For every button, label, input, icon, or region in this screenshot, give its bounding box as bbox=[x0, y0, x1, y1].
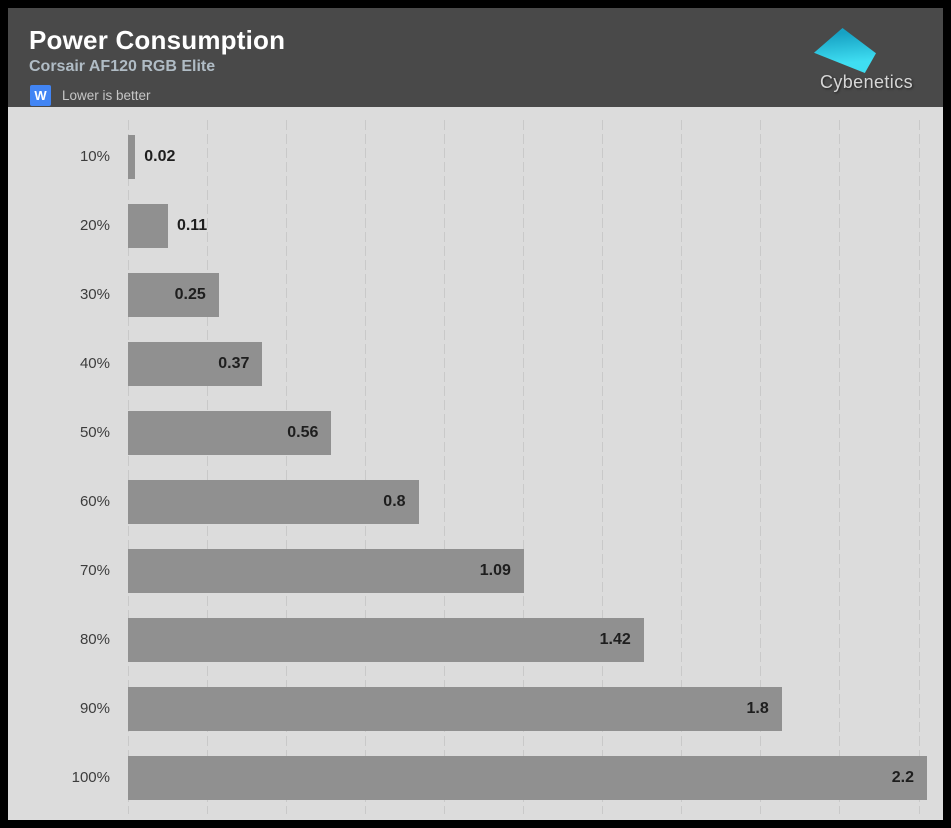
bar bbox=[128, 548, 524, 593]
page-title: Power Consumption bbox=[29, 25, 286, 55]
category-label: 20% bbox=[79, 216, 110, 234]
bar bbox=[128, 479, 419, 524]
bar bbox=[128, 686, 782, 731]
bar bbox=[128, 341, 263, 386]
category-label: 40% bbox=[79, 354, 110, 372]
chart-row: 50% 0.56 bbox=[8, 410, 943, 455]
chart-plot-area: 10% 0.02 20% 0.11 30% 0.25 40% 0.37 50% 0.56 60% 0.… bbox=[8, 107, 943, 820]
chart-subtitle: Corsair AF120 RGB Elite bbox=[29, 58, 216, 75]
gridline bbox=[918, 120, 920, 814]
chart-row: 70% 1.09 bbox=[8, 548, 943, 593]
category-label: 90% bbox=[79, 699, 110, 717]
value-label: 0.11 bbox=[176, 216, 208, 234]
gridline bbox=[760, 120, 762, 814]
value-label: 0.8 bbox=[383, 492, 406, 510]
gridline bbox=[681, 120, 683, 814]
chart-row: 40% 0.37 bbox=[8, 341, 943, 386]
unit-badge: W bbox=[30, 85, 51, 106]
value-label: 1.8 bbox=[746, 699, 769, 717]
bar bbox=[128, 134, 136, 179]
value-label: 2.2 bbox=[891, 768, 915, 786]
note-row: W Lower is better bbox=[30, 85, 151, 106]
cybenetics-logo: Cybenetics bbox=[804, 22, 929, 97]
value-label: 1.42 bbox=[599, 630, 631, 648]
gridline bbox=[207, 120, 209, 814]
bar bbox=[128, 272, 219, 317]
lower-is-better-note: Lower is better bbox=[62, 88, 151, 103]
gridline bbox=[523, 120, 525, 814]
bar bbox=[128, 755, 928, 800]
category-label: 30% bbox=[79, 285, 110, 303]
value-label: 0.37 bbox=[218, 354, 250, 372]
gridline bbox=[286, 120, 288, 814]
value-label: 0.02 bbox=[144, 147, 176, 165]
bar bbox=[128, 203, 168, 248]
gridline bbox=[839, 120, 841, 814]
category-label: 10% bbox=[79, 147, 110, 165]
value-label: 1.09 bbox=[479, 561, 511, 579]
gridline bbox=[128, 120, 129, 814]
gridline bbox=[602, 120, 604, 814]
value-label: 0.25 bbox=[174, 285, 206, 303]
cybenetics-logo-icon bbox=[814, 28, 876, 73]
brand-name: Cybenetics bbox=[819, 72, 914, 92]
chart-row: 60% 0.8 bbox=[8, 479, 943, 524]
category-label: 50% bbox=[79, 423, 110, 441]
category-label: 70% bbox=[79, 561, 110, 579]
category-label: 80% bbox=[79, 630, 110, 648]
chart-row: 100% 2.2 bbox=[8, 755, 943, 800]
chart-row: 30% 0.25 bbox=[8, 272, 943, 317]
chart-row: 20% 0.11 bbox=[8, 203, 943, 248]
bar bbox=[128, 410, 332, 455]
chart-row: 90% 1.8 bbox=[8, 686, 943, 731]
gridline bbox=[365, 120, 367, 814]
category-label: 100% bbox=[71, 768, 110, 786]
value-label: 0.56 bbox=[287, 423, 319, 441]
chart-row: 10% 0.02 bbox=[8, 134, 943, 179]
gridline bbox=[444, 120, 446, 814]
category-label: 60% bbox=[79, 492, 110, 510]
chart-row: 80% 1.42 bbox=[8, 617, 943, 662]
chart-header: Power Consumption Corsair AF120 RGB Elit… bbox=[8, 8, 943, 107]
bar bbox=[128, 617, 644, 662]
